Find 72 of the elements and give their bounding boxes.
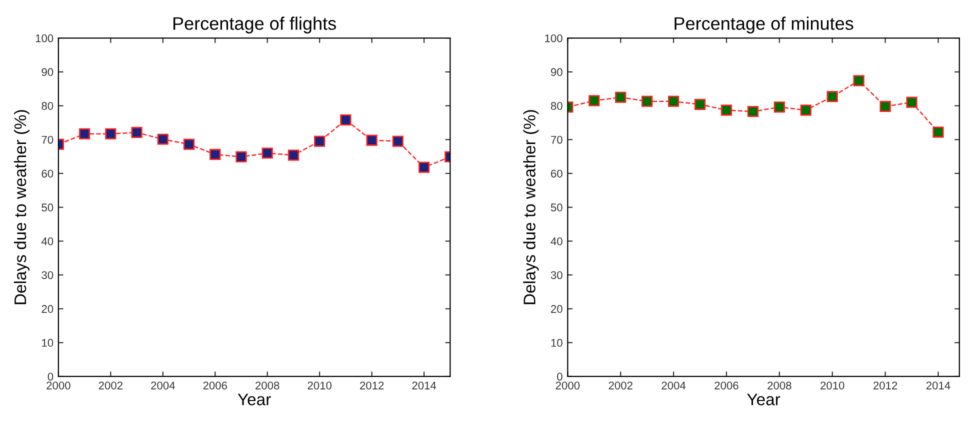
point bbox=[288, 150, 300, 161]
y-tick-label: 60 bbox=[42, 170, 54, 178]
point bbox=[157, 134, 168, 145]
point bbox=[774, 102, 785, 113]
y-tick-label: 20 bbox=[42, 305, 54, 313]
y-tick-label: 40 bbox=[41, 237, 54, 246]
y-tick-label: 50 bbox=[550, 204, 562, 212]
x-tick-label: 2014 bbox=[926, 382, 950, 390]
x-tick-label: 2000 bbox=[556, 382, 580, 390]
y-tick-label: 30 bbox=[550, 271, 562, 280]
y-tick-label: 100 bbox=[545, 34, 562, 42]
point bbox=[932, 126, 944, 138]
point bbox=[880, 100, 891, 112]
point bbox=[131, 126, 142, 138]
x-tick-label: 2012 bbox=[360, 382, 384, 390]
point bbox=[418, 162, 430, 173]
point bbox=[747, 106, 758, 118]
point bbox=[615, 92, 626, 103]
y-tick-label: 80 bbox=[550, 102, 562, 110]
point bbox=[79, 128, 90, 140]
y-tick-label: 60 bbox=[551, 170, 562, 178]
y-tick-label: 100 bbox=[36, 34, 54, 42]
point bbox=[720, 104, 732, 116]
y-axis-title: Delays due to weather (%) bbox=[523, 110, 539, 304]
x-axis-title: Year bbox=[747, 394, 780, 406]
x-tick-label: 2006 bbox=[203, 382, 227, 390]
x-tick-label: 2002 bbox=[608, 382, 632, 390]
x-tick-label: 2012 bbox=[873, 382, 898, 390]
y-tick-label: 0 bbox=[557, 372, 562, 381]
x-tick-label: 2000 bbox=[46, 382, 70, 390]
y-tick-label: 10 bbox=[42, 338, 54, 347]
y-tick-label: 0 bbox=[48, 372, 54, 381]
point bbox=[340, 114, 352, 126]
y-tick-label: 70 bbox=[551, 136, 562, 144]
x-tick-label: 2004 bbox=[662, 382, 686, 390]
chart-title: Percentage of minutes bbox=[674, 16, 854, 34]
y-tick-label: 20 bbox=[551, 305, 562, 313]
y-tick-label: 90 bbox=[550, 68, 562, 76]
point bbox=[588, 95, 600, 106]
point bbox=[906, 96, 918, 108]
x-tick-label: 2004 bbox=[151, 382, 175, 390]
y-tick-label: 40 bbox=[550, 237, 562, 246]
point bbox=[366, 134, 378, 146]
y-tick-label: 70 bbox=[42, 136, 54, 144]
y-tick-label: 50 bbox=[42, 204, 54, 212]
point bbox=[210, 148, 221, 160]
y-tick-label: 90 bbox=[42, 68, 54, 76]
x-tick-label: 2008 bbox=[256, 382, 280, 390]
point bbox=[392, 136, 404, 147]
point bbox=[183, 138, 195, 150]
y-axis-title: Delays due to weather (%) bbox=[14, 110, 30, 304]
point bbox=[826, 91, 838, 102]
y-tick-label: 80 bbox=[42, 102, 54, 110]
x-tick-label: 2010 bbox=[308, 382, 332, 390]
y-tick-label: 30 bbox=[42, 271, 54, 280]
point bbox=[800, 104, 812, 116]
point bbox=[668, 96, 680, 107]
chart-title: Percentage of flights bbox=[173, 16, 336, 34]
x-tick-label: 2014 bbox=[412, 382, 436, 390]
point bbox=[694, 98, 706, 110]
x-tick-label: 2002 bbox=[98, 382, 122, 390]
point bbox=[314, 136, 326, 147]
y-tick-label: 10 bbox=[551, 338, 562, 347]
point bbox=[105, 128, 116, 140]
point bbox=[262, 148, 273, 159]
point bbox=[236, 151, 247, 162]
point bbox=[853, 75, 864, 86]
x-tick-label: 2006 bbox=[714, 382, 738, 390]
x-tick-label: 2010 bbox=[820, 382, 844, 390]
x-tick-label: 2008 bbox=[768, 382, 792, 390]
x-axis-title: Year bbox=[238, 394, 271, 406]
point bbox=[642, 96, 653, 107]
